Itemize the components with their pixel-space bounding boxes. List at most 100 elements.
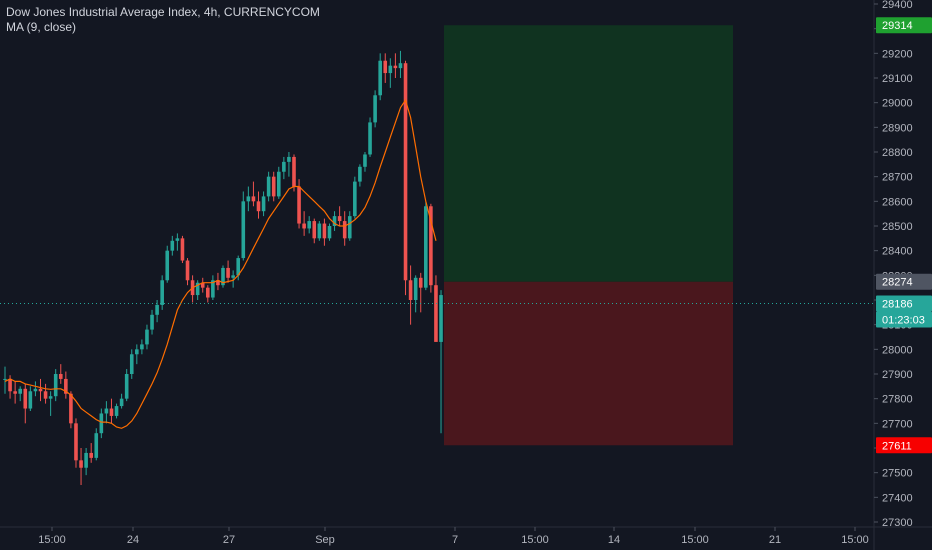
candle-body [429, 206, 433, 286]
time-tick-label: 21 [769, 534, 781, 546]
candle-body [140, 344, 144, 350]
candle-body [327, 226, 332, 239]
candle-body [373, 95, 377, 123]
loss-zone [444, 281, 733, 446]
candle-body [165, 250, 170, 281]
last-price-badge: 28186 [882, 298, 913, 310]
candle-body [292, 156, 296, 187]
candle-body [119, 398, 124, 407]
candle-body [312, 221, 317, 239]
candle-body [358, 166, 362, 182]
candle-body [403, 63, 408, 281]
candle-body [378, 60, 382, 96]
candle-body [195, 282, 200, 296]
candle-body [160, 280, 164, 305]
candle-body [221, 267, 225, 286]
price-tick-label: 27500 [882, 468, 913, 480]
candle-body [342, 221, 347, 239]
candle-body [251, 196, 256, 202]
candle-body [185, 260, 190, 281]
candle-body [353, 181, 357, 217]
candle-body [347, 216, 352, 239]
candle-body [114, 406, 119, 416]
price-tick-label: 29000 [882, 98, 913, 110]
price-tick-label: 27800 [882, 394, 913, 406]
candle-body [226, 267, 230, 278]
chart-legend: Dow Jones Industrial Average Index, 4h, … [6, 5, 320, 35]
bar-countdown-badge-bg [876, 311, 932, 328]
moving-average-line [4, 98, 437, 429]
price-tick-label: 27400 [882, 492, 913, 504]
candle-body [434, 285, 438, 342]
price-tick-label: 28500 [882, 221, 913, 233]
candle-body [246, 196, 251, 202]
candle-body [297, 186, 301, 224]
candle-body [241, 201, 246, 259]
candle-body [84, 452, 88, 468]
candle-body [236, 258, 241, 276]
candle-body [332, 216, 337, 226]
candle-body [8, 378, 12, 392]
candle-body [388, 65, 393, 74]
time-tick-label: 14 [608, 534, 620, 546]
candle-body [211, 280, 215, 298]
last-price-badge-bg [876, 295, 932, 312]
candle-body [69, 393, 73, 424]
candle-body [418, 277, 423, 288]
bar-countdown-badge: 01:23:03 [882, 314, 925, 326]
candle-body [28, 391, 33, 409]
position-tool[interactable] [444, 25, 733, 446]
price-tick-label: 29100 [882, 73, 913, 85]
ma-polyline [4, 98, 437, 429]
price-tick-label: 28800 [882, 147, 913, 159]
candle-body [104, 408, 109, 414]
time-tick-label: 7 [452, 534, 458, 546]
candle-body [64, 378, 68, 394]
candle-body [266, 176, 271, 197]
target-price-badge-bg [876, 17, 932, 34]
price-tick-label: 28700 [882, 172, 913, 184]
candle-body [271, 176, 276, 197]
candle-body [53, 374, 58, 397]
candle-body [398, 63, 403, 69]
time-tick-label: Sep [315, 534, 335, 546]
price-tick-label: 28400 [882, 246, 913, 258]
candle-body [129, 354, 134, 374]
candle-body [302, 223, 306, 229]
price-tick-label: 28000 [882, 344, 913, 356]
entry-price-badge-bg [876, 273, 932, 290]
candle-body [256, 201, 261, 212]
stop-price-badge: 27611 [882, 440, 912, 452]
symbol-title[interactable]: Dow Jones Industrial Average Index, 4h, … [6, 5, 320, 19]
price-axis[interactable]: 2940029300292002910029000289002880028700… [873, 0, 932, 550]
candle-body [155, 304, 159, 315]
candle-body [363, 154, 367, 167]
candle-body [180, 238, 185, 261]
candle-body [79, 460, 83, 468]
candle-body [150, 314, 154, 330]
time-axis[interactable]: 15:00 24 27 Sep 7 15:00 14 15:00 21 15:00 [0, 526, 932, 546]
candle-body [48, 396, 53, 399]
candle-body [99, 413, 104, 434]
candle-body [38, 388, 43, 392]
candle-body [23, 388, 28, 409]
indicator-label[interactable]: MA (9, close) [6, 20, 77, 34]
candle-body [109, 408, 114, 416]
candle-body [145, 329, 149, 345]
candle-body [231, 275, 235, 278]
time-tick-label: 24 [127, 534, 139, 546]
candle-body [413, 277, 418, 300]
candle-body [307, 221, 311, 229]
candle-body [393, 65, 398, 69]
candle-body [322, 223, 327, 239]
candlestick-series [3, 50, 443, 485]
candle-body [94, 433, 99, 458]
candle-body [216, 280, 220, 286]
candle-body [439, 295, 443, 342]
price-tick-label: 29200 [882, 48, 913, 60]
target-price-badge: 29314 [882, 20, 913, 32]
candle-body [261, 196, 266, 212]
price-tick-label: 27700 [882, 418, 913, 430]
candle-body [33, 388, 38, 392]
